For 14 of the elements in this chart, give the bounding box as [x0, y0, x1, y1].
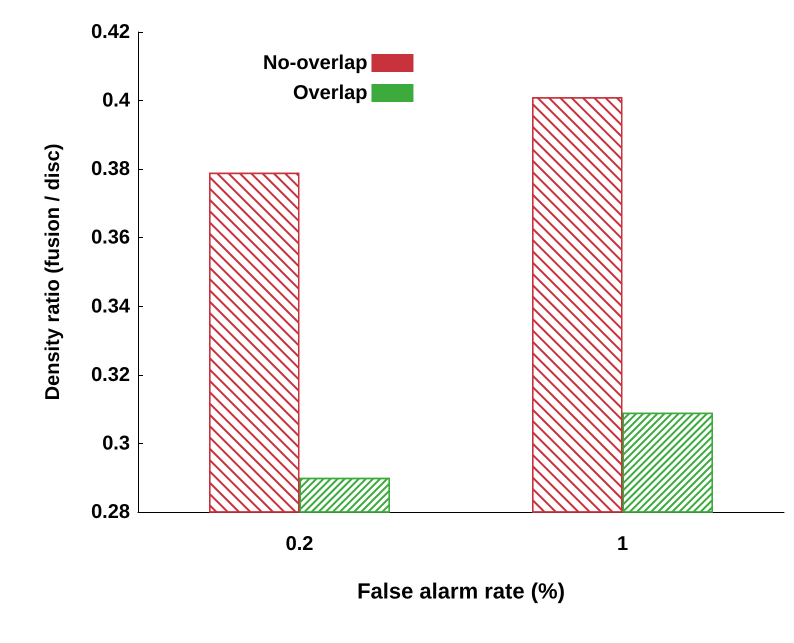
y-tick-label: 0.36	[91, 226, 130, 249]
x-tick-label: 1	[616, 533, 628, 555]
legend-label: Overlap	[292, 82, 368, 104]
y-tick-label: 0.3	[102, 432, 130, 454]
y-tick-label: 0.28	[91, 501, 130, 523]
y-tick-label: 0.32	[91, 364, 130, 386]
y-tick-label: 0.38	[91, 158, 130, 180]
y-axis-title: Density ratio (fusion / disc)	[42, 144, 64, 400]
x-axis-title: False alarm rate (%)	[357, 578, 565, 604]
x-tick-label: 0.2	[286, 533, 314, 555]
y-tick-label: 0.42	[91, 21, 130, 43]
legend-label: No-overlap	[262, 52, 368, 74]
y-tick-label: 0.34	[91, 295, 131, 318]
y-tick-label: 0.4	[102, 90, 131, 112]
